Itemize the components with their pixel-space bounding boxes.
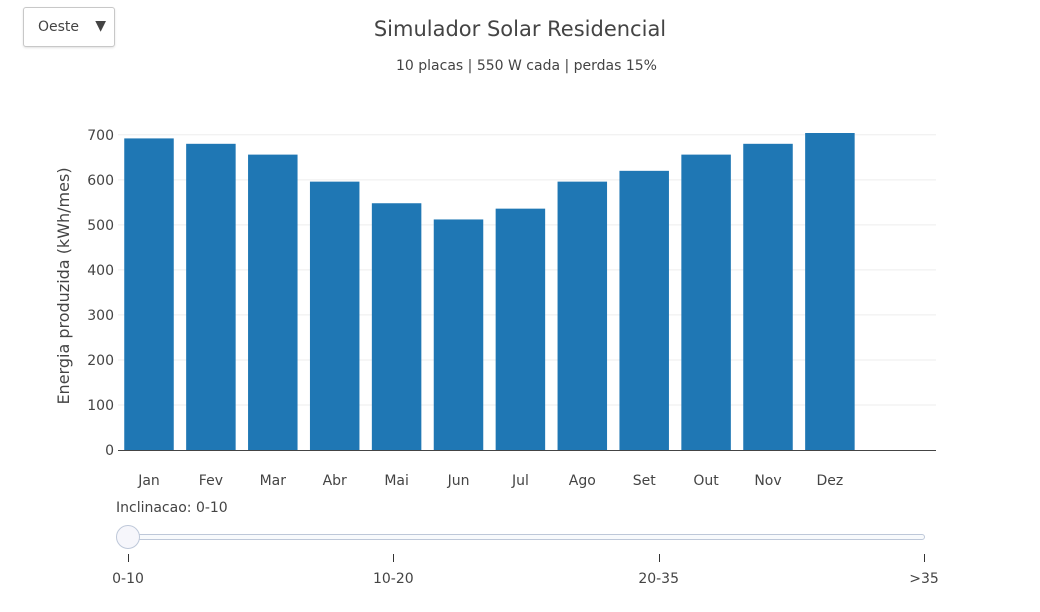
slider-step-label[interactable]: 10-20 — [372, 571, 414, 587]
x-tick-label: Fev — [199, 473, 223, 489]
bar-ago — [557, 181, 608, 450]
bar-nov — [743, 143, 793, 450]
slider-tick — [393, 554, 395, 562]
x-tick-label: Jun — [447, 473, 470, 489]
bar-dez — [805, 133, 855, 450]
chart-subtitle: 10 placas | 550 W cada | perdas 15% — [396, 58, 657, 74]
slider-tick — [924, 554, 925, 562]
slider-step-label[interactable]: 0-10 — [112, 571, 144, 587]
y-axis-title: Energia produzida (kWh/mes) — [54, 167, 73, 404]
slider-tick — [658, 554, 660, 562]
orientation-dropdown-value: Oeste — [38, 19, 80, 35]
y-tick-label: 500 — [87, 218, 114, 234]
x-tick-label: Jul — [511, 473, 529, 489]
bar-jun — [433, 219, 484, 450]
bar-mar — [248, 154, 298, 450]
bar-jan — [124, 138, 174, 450]
bar-set — [619, 170, 669, 451]
x-tick-label: Mar — [260, 473, 287, 489]
x-tick-label: Ago — [569, 473, 596, 489]
bar-jul — [495, 208, 546, 450]
y-tick-label: 100 — [87, 398, 114, 414]
x-tick-label: Nov — [754, 473, 781, 489]
chevron-down-icon: ▼ — [95, 18, 106, 34]
bar-fev — [186, 143, 236, 450]
bar-abr — [309, 181, 360, 450]
y-tick-label: 700 — [87, 128, 114, 144]
x-tick-label: Dez — [817, 473, 844, 489]
y-tick-label: 600 — [87, 173, 114, 189]
x-tick-label: Out — [693, 473, 719, 489]
x-tick-label: Jan — [137, 473, 160, 489]
bar-out — [681, 154, 731, 450]
slider-current-label: Inclinacao: 0-10 — [116, 500, 228, 516]
slider-step-label[interactable]: 20-35 — [638, 571, 679, 587]
slider-tick — [128, 554, 129, 562]
bar-chart: 0 100 200 300 400 500 600 700 Jan Fev Mar Abr Mai Jun… — [54, 128, 936, 489]
orientation-dropdown[interactable]: Oeste ▼ — [23, 7, 115, 47]
x-tick-label: Set — [633, 473, 657, 489]
y-tick-label: 200 — [87, 353, 114, 369]
slider-track[interactable] — [127, 534, 925, 540]
x-tick-label: Abr — [323, 473, 347, 489]
slider-step-label[interactable]: >35 — [909, 571, 939, 587]
chart-title: Simulador Solar Residencial — [373, 17, 667, 41]
y-tick-label: 300 — [87, 308, 114, 324]
y-tick-label: 0 — [105, 443, 114, 459]
slider-handle[interactable] — [116, 525, 140, 549]
x-tick-label: Mai — [384, 473, 409, 489]
y-tick-label: 400 — [87, 263, 114, 279]
bar-mai — [371, 203, 422, 450]
